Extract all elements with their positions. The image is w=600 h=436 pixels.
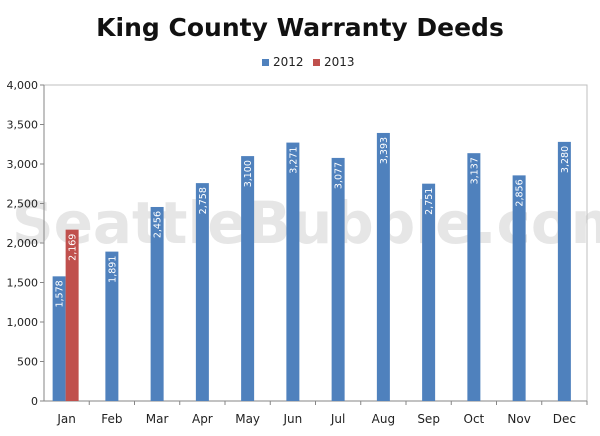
legend-swatch-2012 — [262, 59, 269, 66]
data-label-2012-may: 3,100 — [243, 160, 254, 187]
data-label-2012-sep: 2,751 — [424, 188, 435, 215]
data-label-2012-jan: 1,578 — [55, 280, 66, 307]
legend-swatch-2013 — [313, 59, 320, 66]
bar-2012-may — [241, 156, 255, 401]
y-tick-label: 4,000 — [7, 79, 39, 92]
bar-2012-nov — [512, 175, 526, 401]
x-tick-label-jun: Jun — [283, 412, 303, 426]
y-tick-label: 2,500 — [7, 198, 39, 211]
x-tick-label-mar: Mar — [146, 412, 169, 426]
x-tick-label-feb: Feb — [101, 412, 122, 426]
bar-2012-oct — [467, 153, 481, 401]
bar-2012-jul — [331, 157, 345, 401]
y-tick-label: 1,000 — [7, 316, 39, 329]
x-tick-label-sep: Sep — [417, 412, 440, 426]
data-label-2012-oct: 3,137 — [469, 157, 480, 184]
bar-2012-sep — [422, 183, 436, 401]
y-tick-label: 0 — [31, 395, 38, 408]
x-tick-label-apr: Apr — [192, 412, 213, 426]
bar-2012-apr — [195, 183, 209, 401]
bar-2012-jun — [286, 142, 300, 401]
data-label-2012-apr: 2,758 — [198, 187, 209, 214]
y-tick-label: 2,000 — [7, 237, 39, 250]
data-label-2012-feb: 1,891 — [107, 256, 118, 283]
legend: 2012 2013 — [262, 55, 355, 69]
bar-2012-jan — [52, 276, 66, 401]
data-label-2013-jan: 2,169 — [68, 234, 79, 261]
y-tick-label: 3,000 — [7, 158, 39, 171]
x-tick-label-nov: Nov — [507, 412, 530, 426]
watermark-text: SeattleBubble.com — [12, 189, 600, 257]
bar-2012-aug — [376, 132, 390, 401]
legend-label-2013: 2013 — [324, 55, 355, 69]
data-label-2012-jul: 3,077 — [334, 162, 345, 189]
bar-2012-feb — [105, 251, 119, 401]
x-tick-label-oct: Oct — [464, 412, 485, 426]
y-tick-label: 3,500 — [7, 119, 39, 132]
bar-2012-mar — [150, 206, 164, 401]
data-label-2012-dec: 3,280 — [560, 146, 571, 173]
x-tick-label-may: May — [235, 412, 260, 426]
bar-2013-jan — [65, 229, 79, 401]
data-label-2012-nov: 2,856 — [515, 179, 526, 206]
x-tick-label-aug: Aug — [372, 412, 395, 426]
data-label-2012-mar: 2,456 — [153, 211, 164, 238]
chart-title: King County Warranty Deeds — [96, 13, 504, 42]
y-tick-label: 500 — [17, 356, 38, 369]
x-tick-label-jul: Jul — [330, 412, 345, 426]
legend-label-2012: 2012 — [273, 55, 304, 69]
plot-area: SeattleBubble.com 0 500 1,000 1,500 2,000 2,50… — [7, 79, 600, 426]
data-label-2012-jun: 3,271 — [288, 147, 299, 174]
data-label-2012-aug: 3,393 — [379, 137, 390, 164]
y-tick-label: 1,500 — [7, 277, 39, 290]
x-tick-label-jan: Jan — [56, 412, 76, 426]
bar-2012-dec — [557, 141, 571, 401]
x-tick-label-dec: Dec — [553, 412, 576, 426]
